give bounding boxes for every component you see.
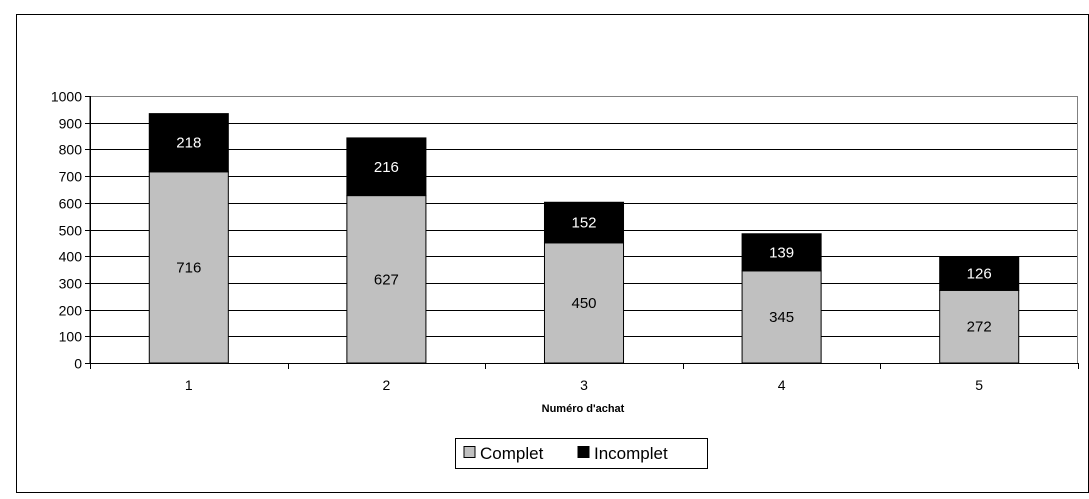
data-label: 345 [769, 309, 794, 326]
y-tick-label: 300 [59, 276, 83, 292]
legend-label-incomplet: Incomplet [594, 444, 668, 463]
data-label: 272 [967, 319, 992, 336]
bar-segment-complet [543, 242, 625, 364]
y-tick-label: 600 [59, 196, 83, 212]
legend-swatch-incomplet [577, 446, 590, 458]
legend: Complet Incomplet [455, 438, 708, 469]
y-tick-label: 500 [59, 223, 83, 239]
bar-segment-incomplet [543, 201, 625, 244]
y-tick-label: 400 [59, 249, 83, 265]
y-tick-label: 800 [59, 142, 83, 158]
data-label: 450 [571, 295, 596, 312]
y-tick-label: 700 [59, 169, 83, 185]
data-label: 716 [176, 259, 201, 276]
x-axis-title: Numéro d'achat [542, 403, 625, 415]
x-tick-label: 5 [975, 377, 983, 393]
bars: 716 218 627 216 450 152 345 139 272 126 [148, 113, 1020, 364]
data-label: 627 [374, 271, 399, 288]
bar-segment-complet [148, 171, 229, 364]
x-tick-label: 4 [778, 377, 786, 393]
data-label: 139 [769, 244, 794, 261]
bar-segment-complet [346, 195, 427, 364]
bar-segment-complet [939, 289, 1020, 364]
x-tick-label: 1 [185, 377, 193, 393]
y-tick-label: 100 [59, 329, 83, 345]
data-label: 218 [176, 135, 201, 152]
bar-segment-incomplet [148, 113, 229, 173]
bar-segment-incomplet [741, 233, 822, 272]
bar-segment-incomplet [346, 137, 427, 197]
y-tick-label: 1000 [51, 89, 82, 105]
legend-label-complet: Complet [480, 444, 544, 463]
legend-swatch-complet [463, 446, 476, 458]
data-label: 126 [967, 266, 992, 283]
data-label: 152 [571, 215, 596, 232]
bar-segment-incomplet [939, 256, 1020, 291]
x-tick-label: 3 [580, 377, 588, 393]
y-tick-label: 200 [59, 303, 83, 319]
x-tick-label: 2 [383, 377, 391, 393]
y-tick-label: 0 [74, 356, 82, 372]
bar-segment-complet [741, 270, 822, 364]
y-tick-label: 900 [59, 116, 83, 132]
data-label: 216 [374, 159, 399, 176]
